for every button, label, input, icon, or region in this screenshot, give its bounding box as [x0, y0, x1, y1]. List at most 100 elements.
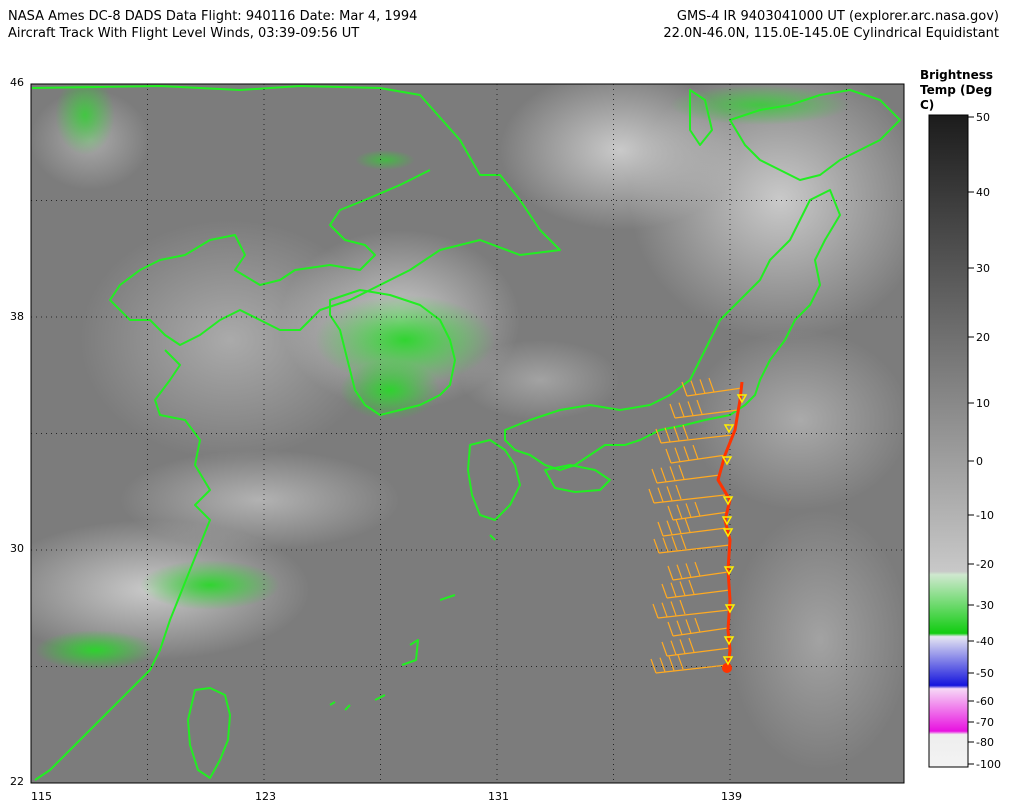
wind-barb-flag	[679, 639, 686, 654]
wind-barb-flag	[661, 602, 668, 617]
coastlines	[31, 85, 901, 781]
wind-barb-flag	[666, 486, 673, 501]
map-border	[30, 83, 905, 784]
wind-barb-flag	[667, 505, 674, 521]
wind-barb-flag	[659, 657, 666, 672]
wind-barb-flag	[675, 519, 682, 534]
wind-barb-flag	[673, 426, 680, 441]
colorbar-label: 40	[976, 186, 990, 199]
cold-cloud-regions	[35, 84, 850, 670]
wind-barb-flag	[685, 563, 692, 578]
coast-ryukyu-islands	[329, 534, 496, 711]
wind-barb-shaft	[655, 664, 728, 674]
coast-taiwan	[187, 687, 231, 779]
wind-barb-flag	[694, 501, 701, 517]
wind-barb-flag	[664, 427, 671, 442]
wind-barb-flag	[650, 658, 657, 674]
coast-shikoku	[544, 464, 611, 493]
wind-barb-flag	[679, 581, 686, 596]
time-marker	[724, 604, 736, 614]
wind-barb-flag	[696, 399, 703, 415]
colorbar-label: -30	[976, 599, 994, 612]
lat-label-22: 22	[10, 775, 24, 788]
map-subtitle: Aircraft Track With Flight Level Winds, …	[8, 26, 360, 41]
wind-barb-flag	[651, 468, 658, 484]
wind-barb-flag	[694, 561, 701, 577]
wind-barb-flag	[648, 488, 655, 504]
wind-barb-flag	[677, 654, 684, 670]
time-marker	[721, 516, 733, 526]
wind-barb-shaft	[674, 409, 739, 419]
track-endpoint	[722, 663, 732, 673]
lat-lon-grid	[31, 84, 904, 783]
coast-hokkaido	[729, 89, 901, 181]
wind-barb-flag	[653, 538, 660, 554]
colorbar-title-line1: Brightness	[920, 68, 994, 82]
colorbar: 50 40 30 20 10 0 -10 -20 -30 -40 -50 -60 -70 -80 -100	[928, 111, 1001, 771]
wind-barb-flag	[676, 564, 683, 579]
wind-barb-flag	[690, 380, 697, 395]
header-left: NASA Ames DC-8 DADS Data Flight: 940116 …	[8, 8, 417, 42]
wind-barb-flag	[657, 487, 664, 502]
wind-barb-flag	[678, 464, 685, 480]
wind-barb-flag	[694, 617, 701, 633]
wind-barb-flag	[669, 403, 676, 419]
wind-barb-shaft	[666, 589, 731, 599]
wind-barb-flag	[692, 444, 699, 460]
coast-china-east	[34, 349, 211, 781]
colorbar-label: 50	[976, 111, 990, 124]
wind-barbs	[648, 377, 743, 674]
lat-label-38: 38	[10, 310, 24, 323]
wind-barb-shaft	[670, 454, 727, 464]
track-time-markers	[721, 394, 748, 666]
coast-kyushu	[467, 439, 521, 521]
time-marker	[721, 456, 733, 466]
wind-barb-flag	[684, 517, 691, 533]
wind-barb-flag	[680, 534, 687, 550]
colorbar-title: Brightness Temp (Deg C)	[920, 68, 1010, 113]
wind-barb-flag	[661, 641, 668, 657]
wind-barb-shaft	[666, 647, 731, 657]
wind-barb-flag	[657, 521, 664, 537]
wind-barb-flag	[676, 620, 683, 635]
wind-barb-flag	[687, 401, 694, 416]
lon-label-123: 123	[255, 790, 276, 803]
wind-barb-flag	[708, 377, 715, 393]
time-marker	[722, 528, 734, 538]
colorbar-ticks: 50 40 30 20 10 0 -10 -20 -30 -40 -50 -60 -70 -80 -100	[968, 111, 1001, 771]
wind-barb-shaft	[672, 627, 729, 637]
wind-barb-flag	[669, 466, 676, 481]
wind-barb-flag	[668, 656, 675, 671]
wind-barb-flag	[688, 637, 695, 653]
time-marker	[723, 424, 735, 434]
lon-label-131: 131	[488, 790, 509, 803]
colorbar-title-line2: Temp (Deg C)	[920, 83, 993, 112]
wind-barb-shaft	[656, 474, 721, 484]
colorbar-label: -40	[976, 635, 994, 648]
wind-barb-flag	[685, 503, 692, 518]
wind-barb-flag	[699, 379, 706, 394]
colorbar-label: -10	[976, 509, 994, 522]
colorbar-label: 10	[976, 397, 990, 410]
wind-barb-flag	[670, 601, 677, 616]
wind-barb-flag	[667, 565, 674, 581]
wind-barb-flag	[678, 402, 685, 417]
wind-barb-flag	[666, 520, 673, 535]
wind-barb-flag	[655, 428, 662, 444]
wind-barb-flag	[675, 484, 682, 500]
colorbar-ramp	[928, 114, 969, 768]
satellite-info: GMS-4 IR 9403041000 UT (explorer.arc.nas…	[676, 9, 999, 24]
wind-barb-flag	[682, 424, 689, 440]
time-marker	[722, 496, 734, 506]
colorbar-label: -100	[976, 758, 1001, 771]
colorbar-label: -50	[976, 667, 994, 680]
time-marker	[736, 394, 748, 404]
time-marker	[723, 636, 735, 646]
wind-barb-flag	[670, 640, 677, 655]
wind-barb-flag	[679, 599, 686, 615]
colorbar-label: 0	[976, 455, 983, 468]
coast-sakhalin	[689, 89, 713, 146]
wind-barb-shaft	[658, 544, 731, 554]
wind-barb-flag	[671, 536, 678, 551]
